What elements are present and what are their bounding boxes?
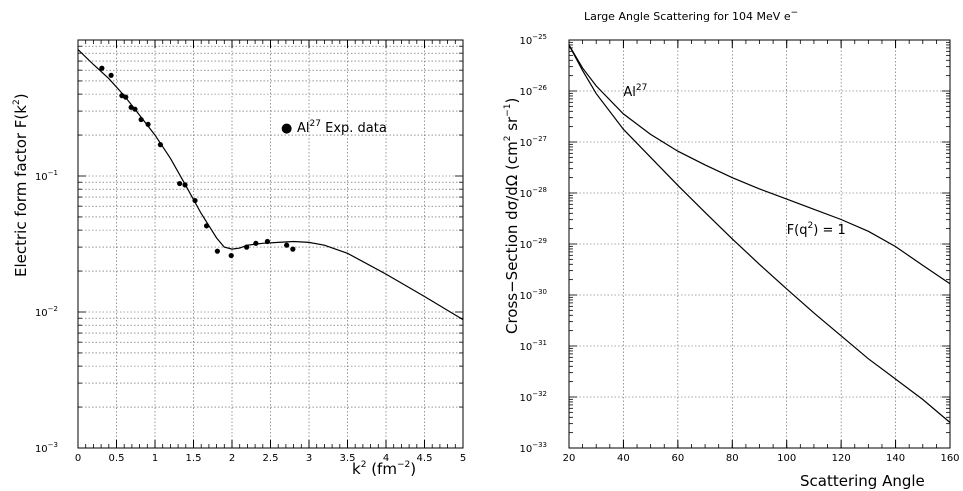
left-data-point [244,244,250,250]
left-data-point [203,223,210,229]
right-x-tick-label: 160 [940,453,959,464]
right-curves [568,44,951,423]
left-data-point [132,106,138,112]
left-grid [78,40,463,448]
right-y-tick-labels: 10−25 10−26 10−27 10−28 10−29 10−30 10−31 10−32… [519,33,547,455]
left-x-tick-label: 0 [75,453,81,464]
left-x-tick-label: 1 [152,453,158,464]
left-x-tick-label: 4 [383,453,389,464]
legend-marker: ● [281,121,292,136]
left-axis-ticks [77,40,464,449]
left-x-tick-label: 2.5 [263,453,279,464]
right-y-tick-label: 10−28 [519,186,547,200]
right-curve-al27 [568,44,951,423]
left-data-point [138,116,144,123]
left-y-tick-label: 10−1 [35,169,58,183]
left-data-point [128,104,134,110]
left-data-point [290,246,296,252]
left-data-point [123,94,129,100]
right-x-tick-label: 80 [726,453,739,464]
right-y-tick-label: 10−27 [519,135,547,149]
right-y-tick-label: 10−29 [519,237,547,251]
right-y-tick-label: 10−31 [519,339,547,353]
right-x-tick-label: 140 [886,453,905,464]
left-data-point [192,197,198,204]
right-x-tick-label: 120 [832,453,851,464]
left-data-point [182,182,188,188]
right-axis-ticks [568,40,951,449]
right-y-tick-label: 10−25 [519,33,547,47]
left-x-tick-label: 3.5 [340,453,356,464]
right-y-axis-title: Cross−Section dσ/dΩ (cm2 sr−1) [503,98,521,334]
left-data-point [99,65,105,71]
left-data-point [264,238,271,245]
legend-label: Al27 Exp. data [297,119,387,136]
right-y-tick-label: 10−26 [519,84,547,98]
left-legend: ● Al27 Exp. data [281,119,387,136]
left-data-point [177,180,183,187]
left-data-point [145,121,151,127]
left-data-point [253,240,259,246]
left-x-tick-label: 1.5 [186,453,202,464]
right-grid [569,40,950,448]
left-data-point [157,142,163,148]
right-annotation-al27: Al27 [623,83,647,100]
right-y-tick-label: 10−30 [519,288,547,302]
right-x-tick-label: 100 [777,453,796,464]
left-y-tick-label: 10−2 [35,305,58,319]
left-data-point [108,72,114,78]
right-y-tick-label: 10−33 [519,441,547,455]
left-x-tick-label: 0.5 [109,453,125,464]
left-x-tick-label: 4.5 [417,453,433,464]
right-x-tick-label: 60 [671,453,684,464]
right-x-tick-label: 20 [563,453,576,464]
left-data-points [99,65,296,259]
left-x-tick-labels: 0 0.5 1 1.5 2 2.5 3 3.5 4 4.5 5 [75,453,466,464]
right-chart-title: Large Angle Scattering for 104 MeV e− [584,8,798,23]
right-annotation-fq2: F(q2) = 1 [787,221,846,238]
left-data-point [284,242,290,248]
left-x-axis-title: k2 (fm−2) [352,460,416,478]
left-data-point [228,252,234,259]
right-y-tick-label: 10−32 [519,390,547,404]
left-y-tick-labels: 10−3 10−2 10−1 [35,169,58,455]
right-x-axis-title: Scattering Angle [800,472,925,490]
right-curve-point-charge [568,44,951,285]
right-x-tick-labels: 20 40 60 80 100 120 140 160 [563,453,960,464]
left-data-point [214,248,220,254]
left-x-tick-label: 2 [229,453,235,464]
left-y-axis-title: Electric form factor F(k2) [12,93,30,277]
cross-section-chart: Large Angle Scattering for 104 MeV e− 20… [503,8,960,490]
left-x-tick-label: 3 [306,453,312,464]
right-x-tick-label: 40 [617,453,630,464]
left-y-tick-label: 10−3 [35,441,58,455]
left-x-tick-label: 5 [460,453,466,464]
form-factor-chart: 0 0.5 1 1.5 2 2.5 3 3.5 4 4.5 5 10−3 10−2 10−1 ● Al2… [12,39,466,478]
